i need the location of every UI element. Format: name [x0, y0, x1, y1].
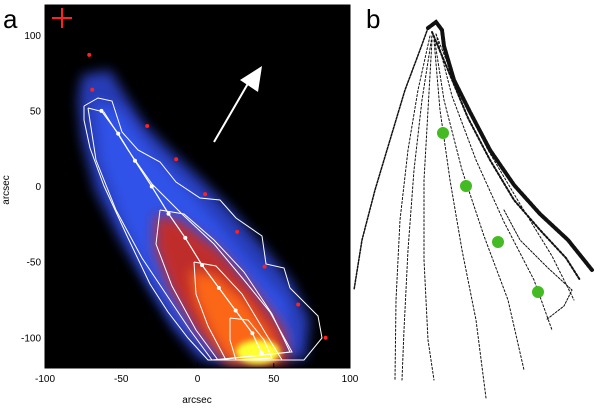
- panel-a: a: [1, 4, 359, 406]
- panel-a-letter: a: [3, 4, 18, 34]
- contour-inner-4: [229, 317, 273, 361]
- red-marker: [145, 124, 150, 128]
- panel-b-letter: b: [366, 4, 380, 34]
- red-marker: [174, 157, 179, 162]
- ridge-point: [132, 158, 137, 163]
- y-axis: 100 50 0 -50 -100: [21, 31, 50, 344]
- red-cross-marker: [52, 8, 72, 28]
- ridge-point: [183, 235, 188, 240]
- panel-b: b: [353, 4, 594, 399]
- red-marker: [262, 264, 267, 269]
- red-marker: [87, 52, 92, 57]
- red-marker: [235, 229, 240, 234]
- x-tick-label: 50: [268, 374, 280, 385]
- x-tick-label: 0: [195, 374, 201, 385]
- ridge-point: [200, 263, 205, 268]
- y-tick-label: -50: [27, 258, 42, 269]
- y-tick-label: 0: [35, 182, 41, 193]
- direction-arrow: [213, 66, 262, 143]
- y-tick-label: -100: [21, 333, 41, 344]
- ridge-point: [149, 184, 154, 189]
- ridge-point: [250, 331, 255, 336]
- x-tick-label: -100: [35, 374, 55, 385]
- ridge-point: [233, 308, 238, 313]
- green-marker: [532, 286, 544, 298]
- red-marker: [203, 192, 208, 197]
- ridge-point: [99, 108, 104, 113]
- green-marker: [437, 127, 449, 139]
- green-marker: [460, 180, 472, 192]
- y-tick-label: 50: [30, 106, 42, 117]
- red-marker: [90, 87, 95, 92]
- x-tick-label: 100: [342, 374, 359, 385]
- green-marker: [492, 236, 504, 248]
- red-marker: [323, 335, 328, 340]
- ridge-point: [116, 131, 121, 136]
- y-tick-label: 100: [24, 31, 41, 42]
- traced-outline: [353, 19, 594, 399]
- ridge-points: [99, 108, 264, 355]
- emission-orange: [190, 270, 280, 362]
- x-axis: -100 -50 0 50 100: [35, 363, 359, 385]
- contour-outer: [83, 97, 323, 361]
- ridge-point: [259, 350, 264, 355]
- y-axis-label: arcsec: [1, 175, 12, 204]
- contour-inner-2: [155, 209, 291, 361]
- red-marker: [296, 302, 301, 307]
- x-axis-label: arcsec: [182, 395, 211, 406]
- ridge-point: [216, 285, 221, 290]
- contour-inner-3: [193, 261, 283, 361]
- green-markers: [437, 127, 544, 298]
- ridge-point: [166, 211, 171, 216]
- x-tick-label: -50: [114, 374, 129, 385]
- red-markers: [87, 52, 328, 340]
- intensity-map: [52, 8, 328, 364]
